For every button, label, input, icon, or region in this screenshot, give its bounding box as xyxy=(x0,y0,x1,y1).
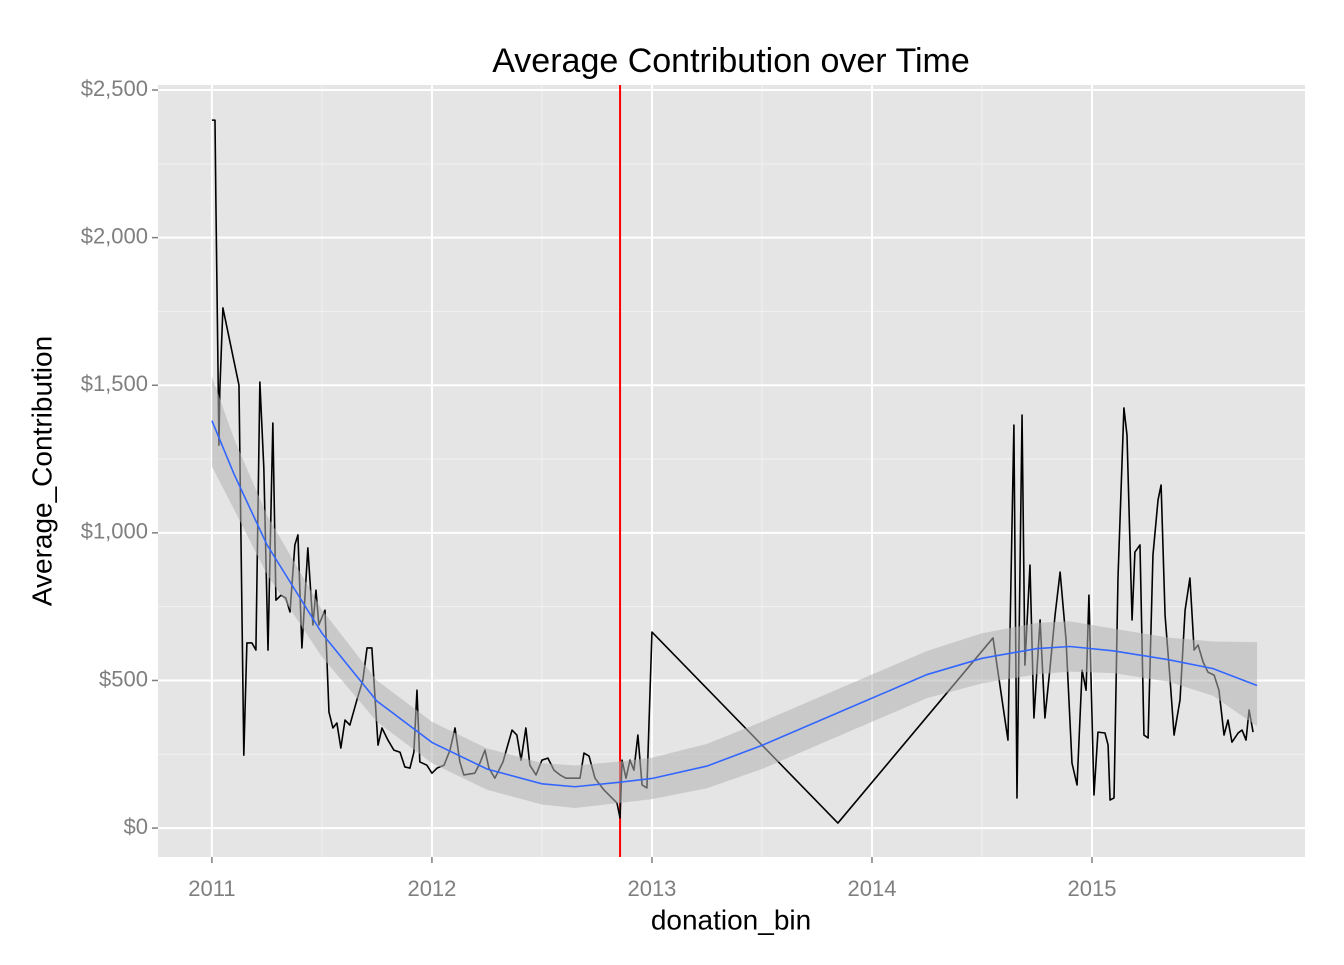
y-tick-label: $0 xyxy=(124,814,148,839)
y-tick-label: $2,000 xyxy=(81,223,148,248)
y-tick-label: $1,000 xyxy=(81,519,148,544)
smooth-line xyxy=(211,420,1258,788)
chart-title: Average Contribution over Time xyxy=(492,42,970,80)
x-tick-label: 2013 xyxy=(627,876,676,901)
y-tick-label: $500 xyxy=(99,666,148,691)
x-tick-label: 2014 xyxy=(848,876,897,901)
y-axis-label: Average_Contribution xyxy=(26,336,57,606)
x-tick-label: 2011 xyxy=(188,876,235,901)
panel xyxy=(158,85,1305,857)
x-tick-label: 2015 xyxy=(1068,876,1117,901)
y-tick-label: $1,500 xyxy=(81,371,148,396)
y-tick-label: $2,500 xyxy=(81,76,148,101)
x-tick-label: 2012 xyxy=(407,876,456,901)
x-axis-label: donation_bin xyxy=(651,904,811,935)
